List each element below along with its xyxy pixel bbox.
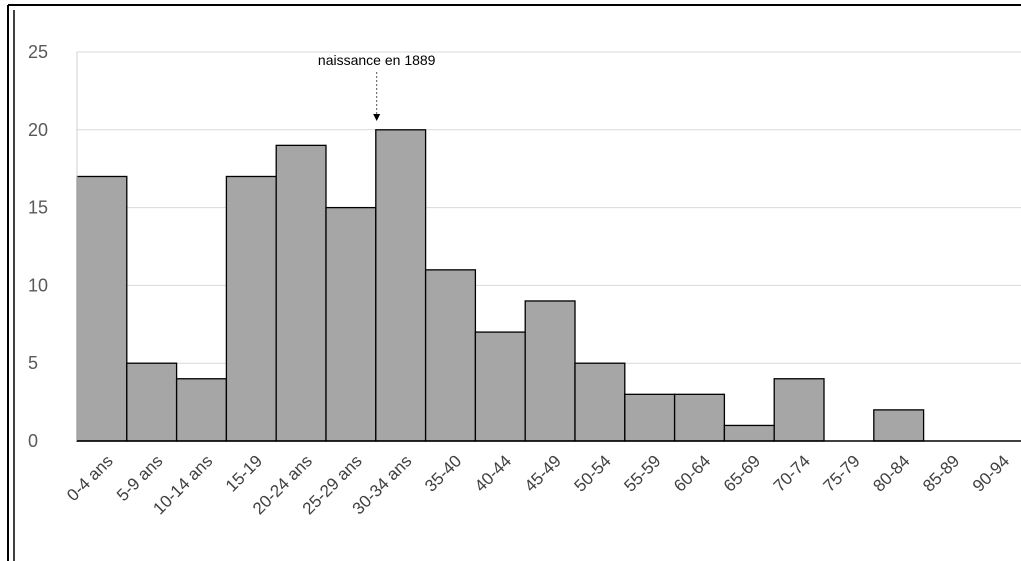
x-tick-label: 65-69 bbox=[720, 451, 764, 495]
x-tick-label: 45-49 bbox=[521, 451, 565, 495]
annotation: naissance en 1889 bbox=[318, 52, 436, 121]
bar bbox=[873, 409, 925, 442]
bar bbox=[225, 175, 277, 442]
bars bbox=[76, 129, 925, 442]
x-tick-label: 55-59 bbox=[620, 451, 664, 495]
annotation-arrowhead bbox=[373, 114, 381, 121]
x-tick-label: 90-94 bbox=[969, 451, 1013, 495]
x-tick-label: 60-64 bbox=[670, 451, 714, 495]
bar bbox=[175, 378, 228, 442]
bar bbox=[375, 129, 427, 442]
x-tick-label: 85-89 bbox=[919, 451, 963, 495]
y-tick-label: 15 bbox=[28, 198, 48, 218]
y-tick-label: 0 bbox=[28, 431, 38, 451]
x-tick-label: 50-54 bbox=[571, 451, 615, 495]
annotation-label: naissance en 1889 bbox=[318, 52, 436, 68]
bar bbox=[76, 175, 128, 442]
y-axis-tick-labels: 0 5 10 15 20 25 bbox=[28, 42, 48, 451]
bar bbox=[424, 269, 477, 442]
bar bbox=[474, 331, 526, 442]
bar bbox=[275, 144, 327, 442]
x-tick-label: 35-40 bbox=[421, 451, 465, 495]
x-tick-label: 0-4 ans bbox=[63, 451, 117, 505]
x-tick-label: 15-19 bbox=[222, 451, 266, 495]
y-tick-label: 25 bbox=[28, 42, 48, 62]
bar bbox=[673, 393, 726, 442]
bar bbox=[524, 300, 576, 442]
bar bbox=[574, 362, 626, 442]
bar bbox=[325, 206, 377, 442]
y-tick-label: 20 bbox=[28, 120, 48, 140]
bar bbox=[624, 393, 676, 442]
x-tick-label: 40-44 bbox=[471, 451, 515, 495]
x-tick-label: 75-79 bbox=[820, 451, 864, 495]
x-tick-label: 80-84 bbox=[869, 451, 913, 495]
bar bbox=[126, 362, 178, 442]
x-tick-label: 70-74 bbox=[770, 451, 814, 495]
y-tick-label: 10 bbox=[28, 275, 48, 295]
bar bbox=[773, 378, 825, 442]
y-tick-label: 5 bbox=[28, 353, 38, 373]
bar bbox=[723, 424, 775, 442]
